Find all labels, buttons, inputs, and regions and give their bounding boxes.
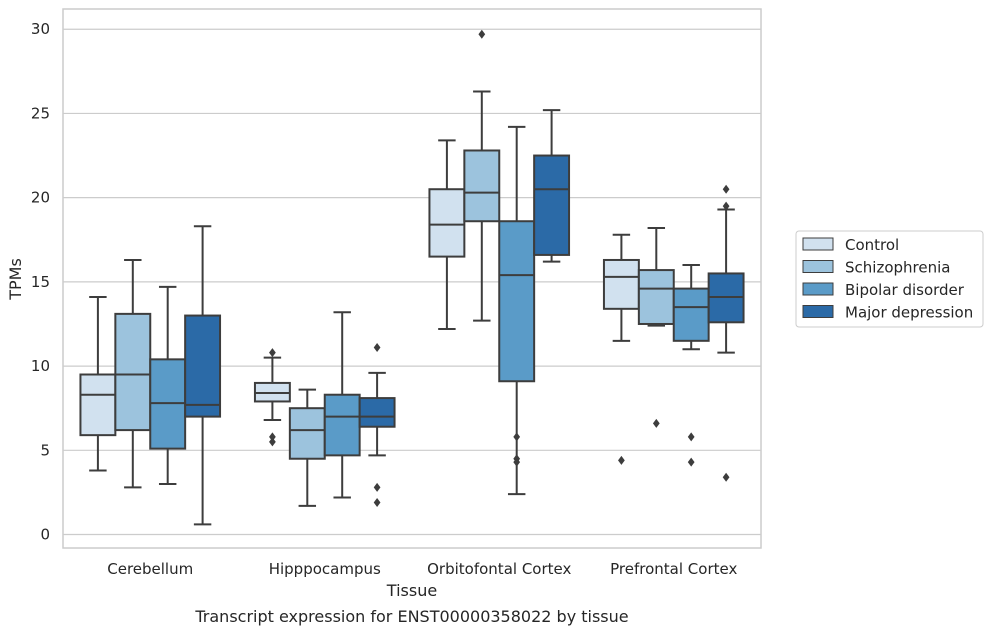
outlier-point [269,432,276,442]
legend-swatch-2 [802,282,834,296]
box-0-3 [602,233,640,465]
outlier-point [373,482,381,492]
x-tick-label-3: Prefrontal Cortex [610,560,737,578]
box-3-2 [533,109,571,263]
box-0-0 [79,296,117,472]
box-0-2 [428,139,466,331]
box-body [184,314,222,418]
box-2-2 [498,125,536,496]
box-body [428,188,466,258]
y-tick-labels: 0 5 10 15 20 25 30 [31,20,50,543]
y-tick-label-0: 0 [40,526,50,544]
x-tick-label-0: Cerebellum [107,560,193,578]
outlier-point [722,184,730,194]
outlier-point [687,457,695,467]
legend-label-1: Schizophrenia [845,259,950,277]
legend-swatch-1 [802,260,834,273]
x-axis-title: Tissue [386,581,437,600]
box-1-3 [637,226,675,428]
legend: Control Schizophrenia Bipolar disorder Majo… [795,230,984,328]
plot-frame [62,8,762,549]
box-2-0 [149,285,187,485]
outlier-point [269,348,276,358]
box-1-0 [114,258,152,489]
outlier-point [373,498,381,508]
legend-label-2: Bipolar disorder [845,281,965,299]
outlier-point [373,343,381,353]
box-body [672,287,710,342]
x-tick-label-1: Hipppocampus [269,560,381,578]
legend-swatch-3 [802,305,834,318]
outlier-point [687,432,695,442]
outlier-point [513,432,521,442]
y-axis-title: TPMs [6,258,25,301]
outlier-point [269,437,276,447]
y-tick-label-15: 15 [31,273,50,291]
box-body [463,149,501,223]
outlier-point [722,201,730,211]
box-body [498,220,536,383]
box-marks [79,29,745,526]
x-tick-labels: Cerebellum Hipppocampus Orbitofontal Corte… [107,560,737,578]
box-3-1 [358,343,396,508]
box-body [358,397,396,428]
outlier-point [722,472,730,482]
outlier-point [478,29,486,39]
y-tick-label-5: 5 [40,441,50,459]
box-1-2 [463,29,501,322]
box-3-0 [184,225,222,526]
box-2-1 [323,311,361,499]
y-tick-label-20: 20 [31,189,50,207]
y-tick-label-30: 30 [31,20,50,38]
outlier-point [618,455,625,465]
box-2-3 [672,264,710,467]
legend-label-0: Control [845,236,899,254]
box-body [288,407,326,460]
outlier-point [652,418,660,428]
outlier-point [513,457,521,467]
x-tick-label-2: Orbitofontal Cortex [427,560,571,578]
legend-swatch-0 [802,237,834,251]
legend-label-3: Major depression [845,304,973,322]
box-body [637,269,675,325]
y-tick-label-10: 10 [31,357,50,375]
box-body [533,154,571,256]
box-1-1 [288,388,326,507]
box-body [602,258,640,310]
chart-caption: Transcript expression for ENST0000035802… [194,607,628,626]
y-tick-label-25: 25 [31,104,50,122]
box-body [79,373,117,437]
box-3-3 [707,184,745,482]
legend-frame [795,230,984,328]
box-body [323,393,361,457]
box-body [114,312,152,432]
box-0-1 [253,348,291,447]
